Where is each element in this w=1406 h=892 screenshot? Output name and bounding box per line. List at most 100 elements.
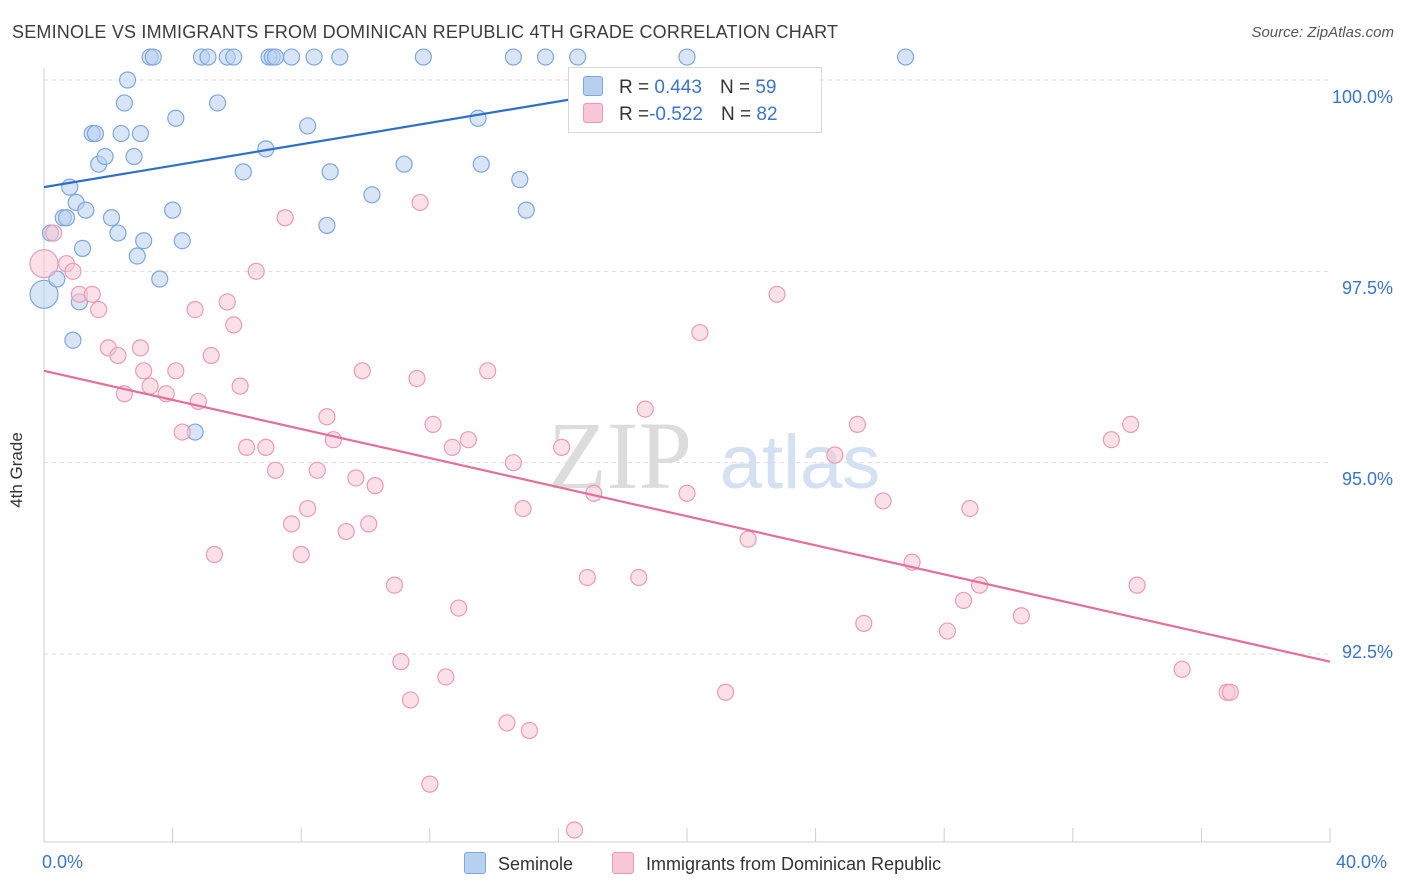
seminole-point-50 — [469, 109, 487, 127]
dominican-point-6 — [90, 301, 108, 319]
dominican-point-31 — [308, 461, 326, 479]
dominican-point-65 — [768, 285, 786, 303]
dominican-point-21 — [225, 316, 243, 334]
legend-item-dominican: Immigrants from Dominican Republic — [612, 852, 941, 875]
chart-title: SEMINOLE VS IMMIGRANTS FROM DOMINICAN RE… — [12, 22, 839, 42]
seminole-point-28 — [167, 109, 185, 127]
legend-seminole-label: Seminole — [498, 854, 574, 874]
seminole-point-45 — [321, 163, 339, 181]
seminole-point-18 — [115, 94, 133, 112]
dominican-point-62 — [691, 323, 709, 342]
dominican-point-45 — [424, 415, 442, 433]
dominican-point-24 — [247, 262, 265, 280]
dominican-point-44 — [421, 775, 439, 793]
dominican-point-54 — [520, 721, 539, 740]
seminole-point-56 — [569, 48, 587, 66]
series-legend: Seminole Immigrants from Dominican Repub… — [0, 852, 1406, 878]
dominican-point-48 — [450, 599, 468, 617]
seminole-point-48 — [395, 155, 413, 173]
seminole-point-22 — [131, 124, 150, 143]
seminole-point-16 — [109, 224, 127, 242]
seminole-point-15 — [102, 209, 121, 227]
stats-legend: R = 0.443 N = 59 R =-0.522 N = 82 — [568, 67, 822, 133]
dominican-point-43 — [411, 193, 429, 212]
dominican-point-16 — [186, 301, 204, 319]
dominican-point-15 — [173, 423, 191, 441]
seminole-n-label: N = — [719, 77, 751, 98]
seminole-point-27 — [164, 201, 182, 219]
dominican-r-label: R = — [619, 104, 650, 125]
dominican-point-75 — [1012, 607, 1030, 625]
x-tick-label-max: 40.0% — [1336, 852, 1388, 872]
dominican-point-3 — [64, 262, 82, 280]
seminole-point-54 — [517, 201, 535, 219]
seminole-point-19 — [118, 71, 137, 89]
dominican-point-8 — [109, 346, 127, 365]
seminole-point-9 — [73, 239, 92, 257]
dominican-point-23 — [237, 438, 256, 456]
seminole-point-33 — [209, 94, 227, 112]
seminole-r-label: R = — [619, 77, 650, 98]
seminole-point-6 — [64, 331, 82, 349]
seminole-point-25 — [144, 48, 162, 66]
dominican-point-1 — [45, 224, 63, 242]
dominican-point-12 — [141, 377, 159, 395]
dominican-trend-line — [43, 369, 1331, 663]
series-seminole-points — [29, 48, 915, 441]
dominican-point-50 — [479, 362, 497, 380]
dominican-point-42 — [408, 369, 426, 388]
dominican-point-47 — [443, 438, 461, 456]
seminole-point-35 — [225, 48, 243, 66]
dominican-point-77 — [1122, 415, 1140, 433]
y-tick-label-97-5: 97.5% — [1341, 278, 1393, 298]
dominican-point-10 — [131, 339, 150, 357]
dominican-point-57 — [578, 568, 596, 587]
seminole-point-49 — [414, 48, 432, 66]
dominican-point-35 — [347, 469, 365, 487]
dominican-point-25 — [257, 438, 275, 456]
dominican-point-30 — [299, 499, 317, 518]
dominican-point-52 — [504, 454, 522, 472]
dominican-swatch — [583, 103, 603, 123]
dominican-point-79 — [1173, 660, 1191, 678]
dominican-point-28 — [282, 515, 301, 533]
dominican-point-32 — [318, 408, 336, 426]
dominican-point-18 — [202, 346, 220, 365]
axes — [43, 68, 1331, 843]
seminole-point-52 — [504, 48, 522, 66]
seminole-point-0 — [29, 279, 59, 309]
dominican-point-76 — [1102, 431, 1120, 449]
seminole-point-36 — [234, 163, 252, 181]
dominican-point-78 — [1128, 576, 1146, 594]
seminole-point-10 — [77, 201, 95, 219]
dominican-point-22 — [231, 377, 249, 395]
dominican-point-0 — [29, 249, 59, 279]
y-tick-label-95: 95.0% — [1341, 469, 1393, 489]
seminole-point-4 — [57, 209, 76, 227]
seminole-point-41 — [282, 48, 301, 66]
dominican-point-59 — [630, 568, 648, 587]
dominican-point-19 — [205, 545, 223, 564]
dominican-point-5 — [83, 285, 101, 303]
dominican-point-38 — [366, 477, 384, 495]
dominican-point-26 — [266, 461, 285, 479]
dominican-point-46 — [437, 668, 455, 686]
seminole-point-17 — [112, 124, 130, 143]
seminole-point-26 — [151, 270, 169, 288]
dominican-point-73 — [961, 499, 979, 518]
dominican-point-27 — [276, 209, 294, 227]
dominican-point-67 — [848, 415, 866, 433]
dominican-point-56 — [565, 821, 584, 839]
watermark-atlas: atlas — [720, 420, 881, 505]
legend-row-dominican: R =-0.522 N = 82 — [583, 103, 778, 127]
seminole-point-20 — [125, 147, 143, 166]
legend-item-seminole: Seminole — [464, 852, 573, 875]
dominican-point-40 — [392, 653, 410, 671]
legend-row-seminole: R = 0.443 N = 59 — [583, 76, 776, 100]
dominican-point-74 — [970, 576, 989, 594]
seminole-point-23 — [135, 232, 153, 250]
dominican-point-34 — [337, 522, 355, 541]
seminole-point-53 — [511, 170, 529, 189]
series-dominican-points — [29, 193, 1239, 839]
seminole-point-40 — [266, 48, 285, 66]
